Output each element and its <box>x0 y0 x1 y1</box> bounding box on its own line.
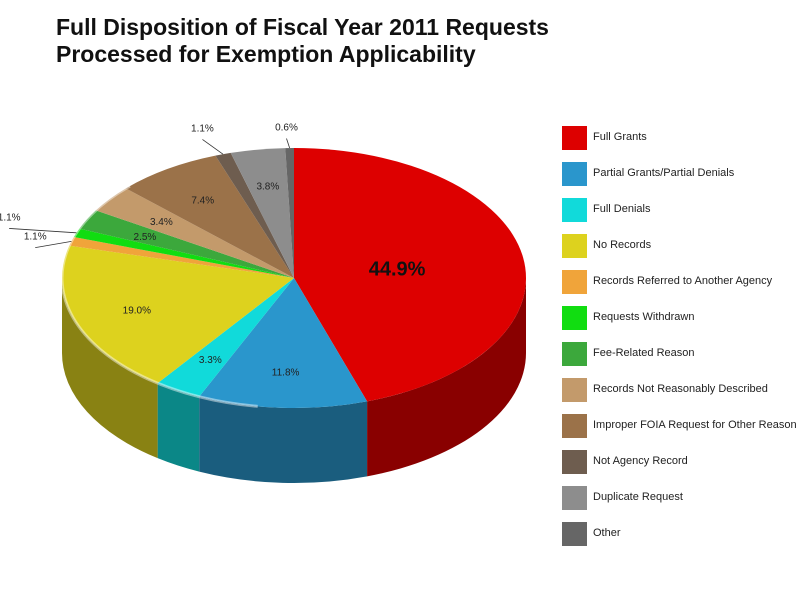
legend-label: Not Agency Record <box>593 455 688 467</box>
legend-swatch <box>562 342 587 366</box>
pie-slice-fee-related-reason <box>79 210 295 278</box>
data-label-full-denials: 3.3% <box>199 355 222 366</box>
data-label-not-agency-record: 1.1% <box>191 123 214 134</box>
data-label-other: 0.6% <box>275 122 298 133</box>
legend-swatch <box>562 270 587 294</box>
pie-side-partial-grants-partial-denials <box>199 396 368 483</box>
chart-title-line-2: Processed for Exemption Applicability <box>56 41 476 67</box>
legend-label: No Records <box>593 239 652 251</box>
data-label-improper-foia-request-for-other-reason: 7.4% <box>191 196 214 207</box>
legend-label: Partial Grants/Partial Denials <box>593 167 735 179</box>
pie-slice-no-records <box>61 245 294 384</box>
legend-label: Other <box>593 527 621 539</box>
legend-label: Full Grants <box>593 131 647 143</box>
data-label-records-referred-to-another-agency: 1.1% <box>24 232 47 243</box>
leader-line-other <box>286 138 291 149</box>
pie-slice-full-grants <box>294 148 527 402</box>
chart-title: Full Disposition of Fiscal Year 2011 Req… <box>56 14 549 68</box>
legend-swatch <box>562 450 587 474</box>
legend-item-other: Other <box>562 522 800 546</box>
pie-data-labels: 44.9%11.8%3.3%19.0%1.1%1.1%2.5%3.4%7.4%1… <box>0 122 426 378</box>
leader-line-records-referred-to-another-agency <box>35 240 72 249</box>
data-label-no-records: 19.0% <box>123 306 151 317</box>
pie-rim-highlight <box>60 184 258 408</box>
data-label-duplicate-request: 3.8% <box>256 182 279 193</box>
legend-item-improper-foia-request-for-other-reason: Improper FOIA Request for Other Reason <box>562 414 800 438</box>
data-label-full-grants: 44.9% <box>369 259 426 281</box>
pie-side-full-grants <box>367 278 526 477</box>
legend-label: Records Referred to Another Agency <box>593 275 773 287</box>
chart-title-line-1: Full Disposition of Fiscal Year 2011 Req… <box>56 14 549 40</box>
pie-slice-partial-grants-partial-denials <box>199 278 368 408</box>
legend-item-fee-related-reason: Fee-Related Reason <box>562 342 800 366</box>
legend-item-no-records: No Records <box>562 234 800 258</box>
data-label-partial-grants-partial-denials: 11.8% <box>272 367 300 378</box>
legend-label: Duplicate Request <box>593 491 683 503</box>
leader-line-requests-withdrawn <box>9 228 77 234</box>
legend-item-records-not-reasonably-described: Records Not Reasonably Described <box>562 378 800 402</box>
pie-slice-duplicate-request <box>230 148 294 278</box>
pie-slice-full-denials <box>157 278 294 397</box>
legend-item-duplicate-request: Duplicate Request <box>562 486 800 510</box>
legend-swatch <box>562 162 587 186</box>
legend-swatch <box>562 126 587 150</box>
legend-item-not-agency-record: Not Agency Record <box>562 450 800 474</box>
legend-label: Requests Withdrawn <box>593 311 695 323</box>
pie-top <box>61 148 527 408</box>
legend-item-requests-withdrawn: Requests Withdrawn <box>562 306 800 330</box>
pie-side-no-records <box>62 278 158 459</box>
legend-swatch <box>562 306 587 330</box>
legend-label: Fee-Related Reason <box>593 347 695 359</box>
pie-side-walls <box>62 278 526 483</box>
data-label-records-not-reasonably-described: 3.4% <box>150 217 173 228</box>
legend-swatch <box>562 414 587 438</box>
data-label-requests-withdrawn: 1.1% <box>0 212 21 223</box>
legend-item-full-denials: Full Denials <box>562 198 800 222</box>
pie-slice-requests-withdrawn <box>73 228 294 278</box>
pie-side-full-denials <box>157 383 200 472</box>
pie-slice-not-agency-record <box>215 152 294 278</box>
pie-slice-improper-foia-request-for-other-reason <box>125 155 295 278</box>
pie-slice-records-referred-to-another-agency <box>69 237 295 278</box>
legend-item-records-referred-to-another-agency: Records Referred to Another Agency <box>562 270 800 294</box>
leader-line-not-agency-record <box>202 139 224 155</box>
legend-label: Full Denials <box>593 203 651 215</box>
legend-label: Improper FOIA Request for Other Reason <box>593 419 797 431</box>
legend-swatch <box>562 198 587 222</box>
pie-slice-records-not-reasonably-described <box>95 188 294 278</box>
legend-swatch <box>562 234 587 258</box>
legend-swatch <box>562 378 587 402</box>
legend-swatch <box>562 486 587 510</box>
pie-slice-other <box>285 148 294 278</box>
legend-item-partial-grants-partial-denials: Partial Grants/Partial Denials <box>562 162 800 186</box>
legend-swatch <box>562 522 587 546</box>
legend-label: Records Not Reasonably Described <box>593 383 768 395</box>
legend-item-full-grants: Full Grants <box>562 126 800 150</box>
data-label-fee-related-reason: 2.5% <box>134 232 157 243</box>
